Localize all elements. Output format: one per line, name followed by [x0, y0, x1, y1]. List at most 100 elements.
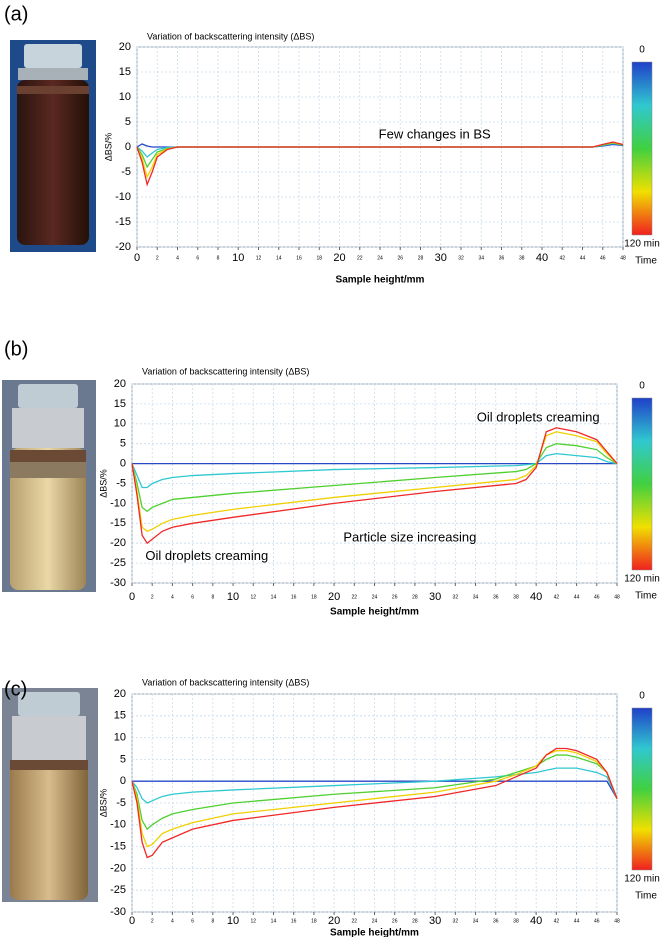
x-tick-label: 40 — [530, 915, 542, 927]
x-axis-title: Sample height/mm — [336, 275, 425, 286]
y-tick-label: -10 — [110, 497, 126, 509]
x-tick-label: 34 — [473, 594, 479, 600]
x-tick-label: 48 — [614, 918, 620, 924]
x-tick-label: 34 — [478, 255, 484, 261]
x-tick-label: 2 — [151, 594, 154, 600]
y-tick-label: -20 — [110, 537, 126, 549]
x-tick-label: 16 — [296, 255, 302, 261]
y-tick-label: -15 — [115, 216, 131, 228]
x-tick-label: 36 — [493, 594, 499, 600]
x-tick-label: 42 — [559, 255, 565, 261]
y-tick-label: 20 — [119, 41, 131, 53]
x-tick-label: 30 — [429, 915, 441, 927]
colorbar-title: Time — [635, 891, 657, 902]
x-axis-title: Sample height/mm — [330, 607, 419, 618]
annotation: Particle size increasing — [343, 529, 476, 544]
y-tick-label: 5 — [125, 116, 131, 128]
data-line — [131, 767, 618, 804]
colorbar — [631, 707, 653, 871]
colorbar-tick-label: 0 — [639, 691, 645, 702]
chart-title: Variation of backscattering intensity (Δ… — [142, 366, 309, 376]
y-axis-title: ΔBS/% — [98, 789, 108, 818]
colorbar-tick-label: 120 min — [624, 239, 660, 250]
data-line — [131, 431, 618, 533]
y-tick-label: 15 — [114, 398, 126, 410]
x-tick-label: 44 — [574, 594, 580, 600]
y-tick-label: -20 — [110, 862, 126, 874]
y-axis-title: ΔBS/% — [98, 469, 108, 498]
y-axis-title: ΔBS/% — [103, 133, 113, 162]
x-tick-label: 38 — [513, 594, 519, 600]
y-tick-label: 10 — [119, 91, 131, 103]
x-tick-label: 0 — [134, 252, 140, 264]
chart: (a) Variation of backscattering intensity… — [4, 3, 660, 285]
x-tick-label: 4 — [171, 918, 174, 924]
x-tick-label: 12 — [250, 918, 256, 924]
x-tick-label: 14 — [271, 594, 277, 600]
x-tick-label: 24 — [377, 255, 383, 261]
y-tick-label: 5 — [120, 438, 126, 450]
x-tick-label: 20 — [328, 915, 340, 927]
x-tick-label: 32 — [453, 594, 459, 600]
x-tick-label: 10 — [232, 252, 244, 264]
x-tick-label: 44 — [574, 918, 580, 924]
y-tick-label: 15 — [114, 710, 126, 722]
x-tick-label: 10 — [227, 591, 239, 603]
x-tick-label: 26 — [392, 918, 398, 924]
x-tick-label: 48 — [620, 255, 626, 261]
y-tick-label: -30 — [110, 906, 126, 918]
y-tick-label: 0 — [120, 458, 126, 470]
y-tick-label: -15 — [110, 841, 126, 853]
x-tick-label: 36 — [493, 918, 499, 924]
x-tick-label: 46 — [594, 594, 600, 600]
x-tick-label: 22 — [357, 255, 363, 261]
data-line — [131, 427, 618, 545]
y-tick-label: -30 — [110, 577, 126, 589]
x-tick-label: 0 — [129, 591, 135, 603]
colorbar-tick-label: 0 — [639, 45, 645, 56]
photo-c — [2, 688, 98, 902]
chart-title: Variation of backscattering intensity (Δ… — [142, 677, 309, 687]
x-tick-label: 4 — [171, 594, 174, 600]
y-tick-label: -15 — [110, 517, 126, 529]
x-tick-label: 42 — [554, 594, 560, 600]
y-tick-label: -10 — [115, 191, 131, 203]
x-tick-label: 16 — [291, 918, 297, 924]
panel-label: (c) — [4, 678, 27, 700]
x-tick-label: 38 — [513, 918, 519, 924]
data-line — [131, 754, 618, 831]
x-tick-label: 8 — [217, 255, 220, 261]
x-tick-label: 20 — [328, 591, 340, 603]
x-tick-label: 28 — [412, 594, 418, 600]
annotation: Few changes in BS — [379, 126, 491, 141]
y-tick-label: 10 — [114, 418, 126, 430]
annotation: Oil droplets creaming — [477, 409, 600, 424]
x-tick-label: 22 — [352, 594, 358, 600]
panel-label: (b) — [4, 338, 28, 360]
data-line — [136, 141, 624, 187]
x-tick-label: 46 — [600, 255, 606, 261]
data-line — [131, 750, 618, 848]
y-tick-label: 15 — [119, 66, 131, 78]
y-tick-label: -25 — [110, 557, 126, 569]
y-tick-label: 5 — [120, 753, 126, 765]
x-tick-label: 6 — [191, 918, 194, 924]
colorbar — [631, 397, 653, 571]
annotation: Oil droplets creaming — [145, 548, 268, 563]
chart: (b) Variation of backscattering intensity… — [4, 338, 660, 617]
x-tick-label: 36 — [499, 255, 505, 261]
x-tick-label: 6 — [191, 594, 194, 600]
y-tick-label: -25 — [110, 884, 126, 896]
x-tick-label: 28 — [418, 255, 424, 261]
x-tick-label: 40 — [536, 252, 548, 264]
x-tick-label: 20 — [333, 252, 345, 264]
x-tick-label: 18 — [311, 594, 317, 600]
x-tick-label: 10 — [227, 915, 239, 927]
y-tick-label: 0 — [120, 775, 126, 787]
x-tick-label: 8 — [211, 918, 214, 924]
x-tick-label: 24 — [372, 918, 378, 924]
y-tick-label: -5 — [121, 166, 131, 178]
x-tick-label: 22 — [352, 918, 358, 924]
y-tick-label: -20 — [115, 241, 131, 253]
